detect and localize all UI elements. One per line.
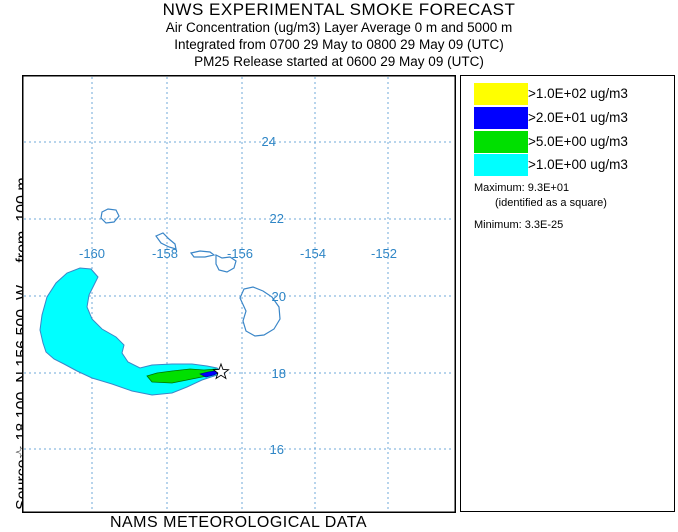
legend-swatch	[474, 83, 528, 105]
plume-contour-1e0	[39, 267, 223, 396]
lat-label-22: 22	[270, 211, 284, 226]
legend-swatch	[474, 107, 528, 129]
legend-swatch	[474, 131, 528, 153]
footer-data-source: NAMS METEOROLOGICAL DATA	[109, 514, 368, 531]
coastlines	[100, 208, 281, 337]
subtitle-integration: Integrated from 0700 29 May to 0800 29 M…	[174, 37, 504, 52]
lon-label-158: -158	[152, 246, 178, 261]
map-frame	[22, 75, 456, 513]
island-hawaii	[239, 286, 281, 337]
legend-label: >2.0E+01 ug/m3	[528, 110, 628, 125]
lon-label-152: -152	[371, 246, 397, 261]
minimum-value: Minimum: 3.3E-25	[474, 219, 564, 231]
lon-label-156: -156	[227, 246, 253, 261]
legend-item: >1.0E+00 ug/m3	[474, 154, 664, 176]
page-title: NWS EXPERIMENTAL SMOKE FORECAST	[162, 0, 516, 19]
subtitle-concentration: Air Concentration (ug/m3) Layer Average …	[165, 20, 513, 35]
star-icon	[212, 362, 230, 380]
legend-swatch	[474, 154, 528, 176]
maximum-note: (identified as a square)	[495, 197, 607, 209]
legend-item: >5.0E+00 ug/m3	[474, 131, 664, 153]
legend-item: >2.0E+01 ug/m3	[474, 107, 664, 129]
lat-label-16: 16	[270, 442, 284, 457]
legend-item: >1.0E+02 ug/m3	[474, 83, 664, 105]
lat-label-18: 18	[272, 366, 286, 381]
lat-label-20: 20	[272, 289, 286, 304]
map-panel[interactable]: -160 -158 -156 -154 -152 24 22 20 18 16	[22, 75, 456, 513]
legend-label: >1.0E+00 ug/m3	[528, 157, 628, 172]
legend-panel: >1.0E+02 ug/m3 >2.0E+01 ug/m3 >5.0E+00 u…	[460, 75, 675, 512]
legend-label: >5.0E+00 ug/m3	[528, 134, 628, 149]
island-maui	[215, 254, 237, 273]
island-oahu	[155, 232, 177, 250]
island-molokai	[189, 250, 216, 258]
subtitle-release: PM25 Release started at 0600 29 May 09 (…	[194, 54, 484, 69]
lat-label-24: 24	[262, 134, 276, 149]
lon-label-154: -154	[300, 246, 326, 261]
legend-label: >1.0E+02 ug/m3	[528, 86, 628, 101]
maximum-value: Maximum: 9.3E+01	[474, 182, 570, 194]
lon-label-160: -160	[79, 246, 105, 261]
island-niihau	[100, 208, 120, 224]
